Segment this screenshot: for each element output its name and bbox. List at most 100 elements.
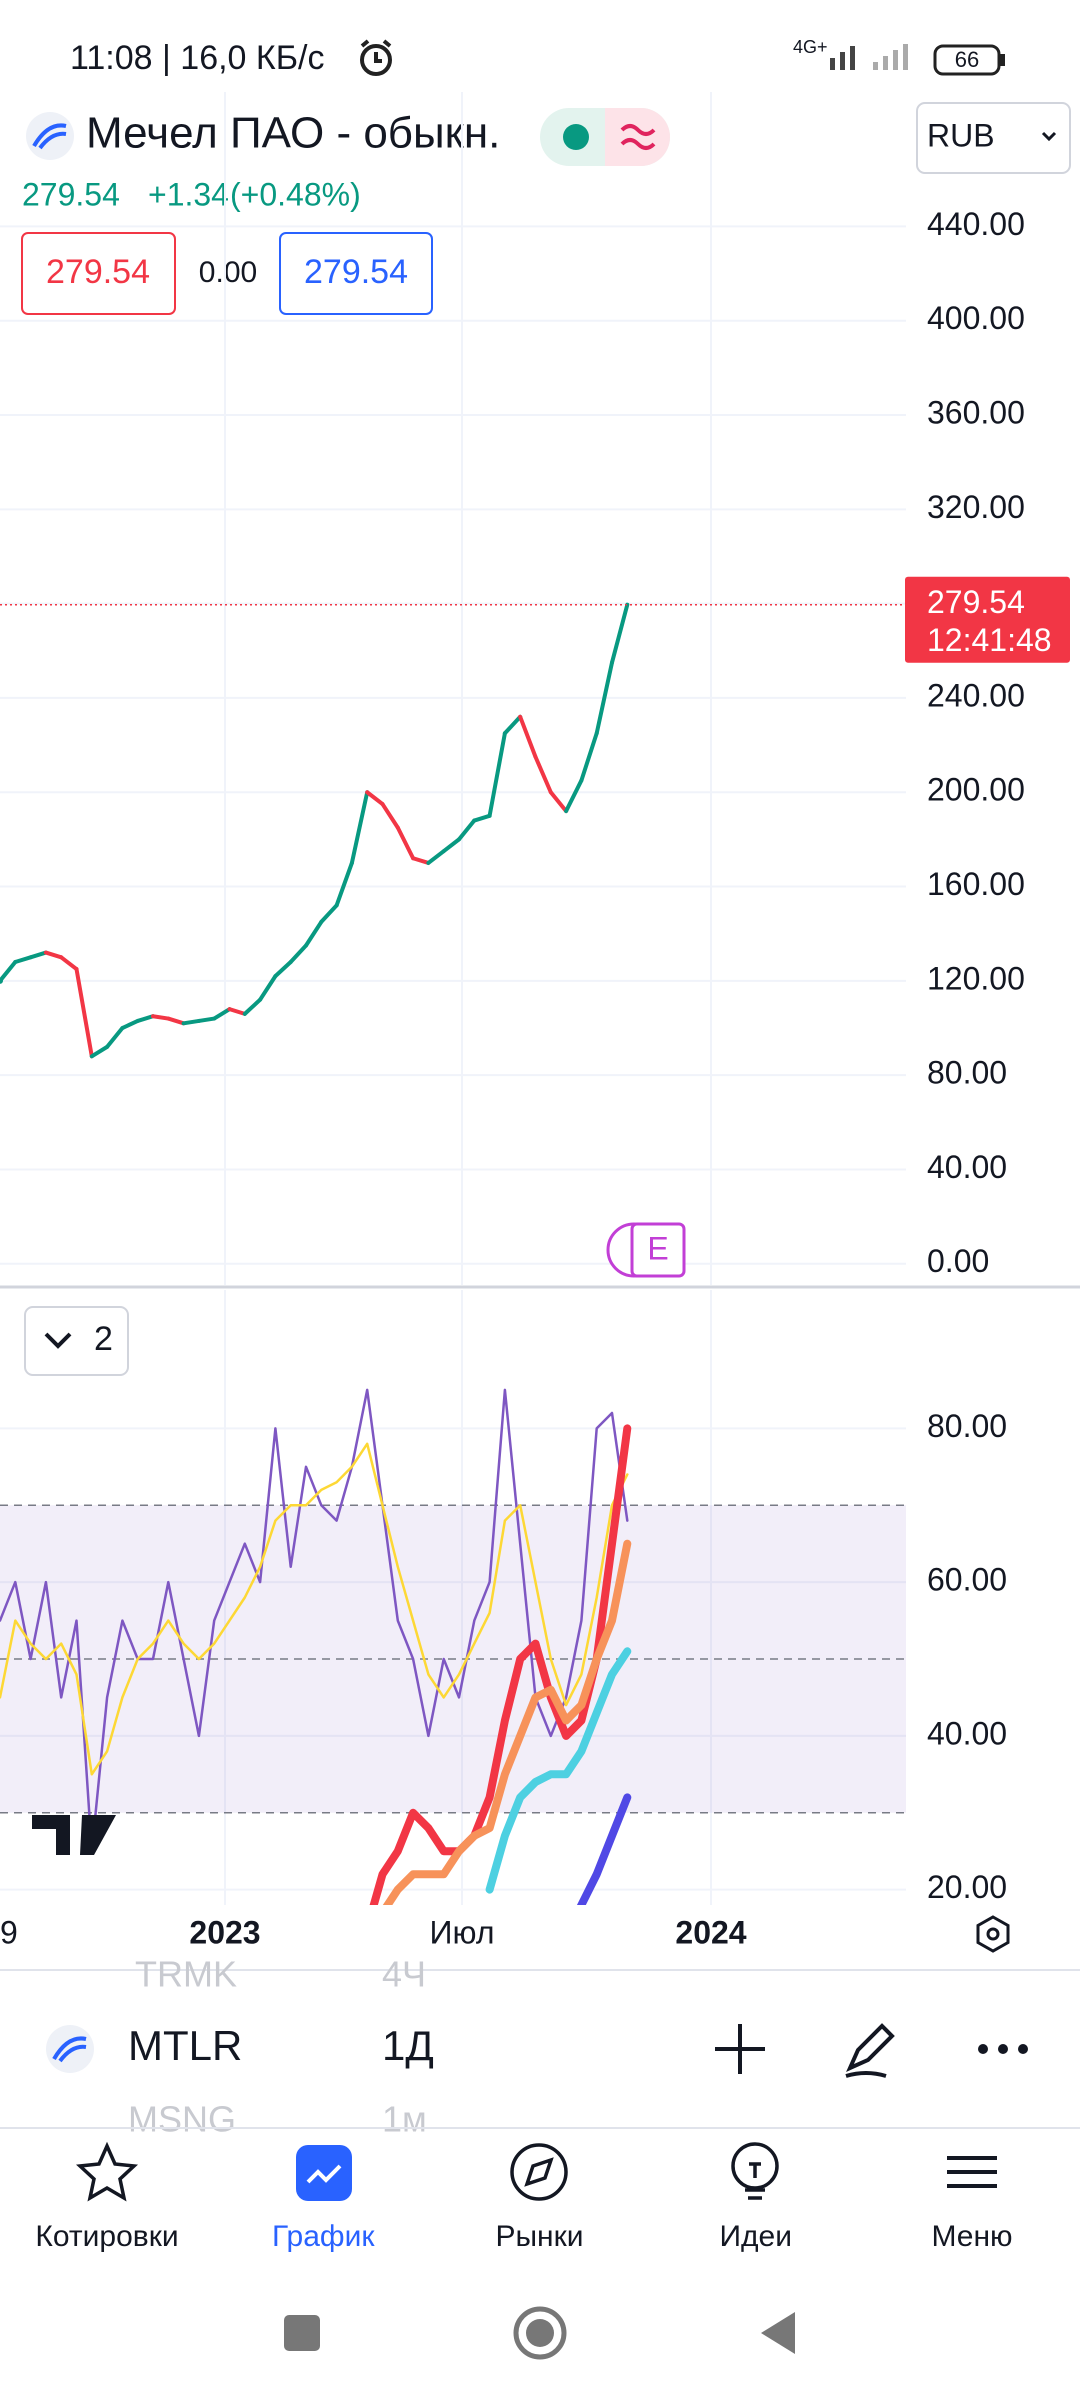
watchlist-icon[interactable] [75, 2141, 139, 2202]
nav-bar: Котировки График Рынки Идеи Меню [35, 2220, 1012, 2253]
y-tick-label: 40.00 [927, 1149, 1007, 1185]
last-price: 279.54 [22, 176, 120, 212]
chevron [44, 1332, 72, 1349]
rsi-series [0, 1388, 632, 1905]
delayed-icon [620, 124, 656, 150]
back-button[interactable] [761, 2312, 795, 2354]
price-segment [533, 754, 553, 795]
price-segment [43, 950, 64, 960]
settings-button[interactable] [976, 1915, 1010, 1953]
y-tick-label: 200.00 [927, 772, 1025, 808]
price-segment [304, 919, 324, 948]
y-tick-label: 20.00 [927, 1869, 1007, 1905]
status-time: 11:08 | 16,0 КБ/с [70, 39, 324, 77]
price-segment [28, 950, 48, 960]
price-segment [135, 1014, 155, 1023]
price-pane[interactable]: 0.0040.0080.00120.00160.00200.00240.0028… [0, 92, 1070, 1285]
price-segment [319, 903, 339, 924]
y-tick-label: 240.00 [927, 677, 1025, 713]
price-segment [594, 660, 614, 736]
rsi-line [485, 1647, 632, 1894]
price-segment [334, 860, 354, 908]
earnings-marker: E [647, 1230, 668, 1266]
price-segment [411, 856, 431, 865]
currency: RUB [927, 117, 995, 153]
market-open-dot [563, 124, 589, 150]
y-tick-label: 80.00 [927, 1408, 1007, 1444]
sell-button[interactable] [21, 232, 176, 315]
price-segment [288, 943, 308, 964]
nav-label[interactable]: Рынки [495, 2220, 583, 2253]
home-button[interactable] [513, 2306, 567, 2360]
nav-label[interactable]: График [272, 2220, 375, 2253]
buy-button[interactable] [279, 232, 433, 315]
nav-label[interactable]: Идеи [719, 2220, 792, 2253]
price-segment [579, 731, 599, 783]
symbol-logo-mark [32, 123, 67, 150]
rsi-line [576, 1793, 632, 1905]
nav-label[interactable]: Меню [931, 2220, 1012, 2253]
chart-icon-mark [306, 2164, 342, 2184]
price-segment [105, 1026, 125, 1049]
symbol-name[interactable]: Мечел ПАО - обыкн. [86, 109, 500, 158]
watermark-logo [32, 1815, 116, 1855]
ideas-icon[interactable] [731, 2142, 779, 2190]
time-label: 2024 [675, 1914, 746, 1950]
price-segment [548, 790, 569, 814]
price-segment [181, 1018, 201, 1026]
y-tick-label: 160.00 [927, 866, 1025, 902]
chart-icon[interactable] [296, 2145, 352, 2201]
y-tick-label: 60.00 [927, 1562, 1007, 1598]
interval-next: 1м [382, 2099, 427, 2140]
price-segment [13, 955, 33, 964]
y-tick-label: 120.00 [927, 960, 1025, 996]
earnings-badge[interactable] [630, 1222, 686, 1278]
price-segment [227, 1007, 247, 1016]
draw-button[interactable] [845, 2023, 895, 2078]
markets-icon[interactable] [510, 2143, 568, 2201]
network-type: 4G+ [793, 37, 828, 57]
y-tick-label: 80.00 [927, 1055, 1007, 1091]
price-segment [349, 790, 370, 865]
y-tick-label: 0.00 [927, 1243, 989, 1279]
symbol-prev: TRMK [135, 1954, 237, 1995]
price-segment [212, 1007, 232, 1021]
symbol[interactable]: MTLR [128, 2022, 242, 2069]
y-tick-label: 360.00 [927, 394, 1025, 430]
interval[interactable]: 1Д [382, 2022, 434, 2069]
rsi-pane[interactable]: 20.00 40.00 60.00 80.00 [0, 1290, 1007, 1967]
symbol-next: MSNG [128, 2099, 236, 2140]
rsi-line [382, 1539, 632, 1905]
price-segment [472, 813, 492, 823]
price-segment [273, 959, 293, 979]
pane-count: 2 [94, 1320, 113, 1358]
menu-icon[interactable] [947, 2156, 997, 2188]
battery [933, 44, 1001, 76]
ask-price: 279.54 [304, 253, 408, 291]
more-button[interactable] [978, 2044, 1028, 2054]
currency-select[interactable] [916, 102, 1071, 174]
price-segment [564, 778, 584, 814]
y-tick-label: 320.00 [927, 489, 1025, 525]
rsi-line [369, 1424, 632, 1905]
price-segment [74, 967, 94, 1059]
price-segment [89, 1044, 110, 1059]
price-segment [0, 959, 18, 983]
rsi-line [0, 1388, 629, 1853]
nav-label[interactable]: Котировки [35, 2220, 178, 2253]
price-segment [502, 714, 523, 736]
countdown: 12:41:48 [927, 622, 1052, 658]
time-label: Июл [430, 1914, 495, 1950]
bid-price: 279.54 [46, 253, 150, 291]
price-segment [518, 714, 538, 759]
alarm-icon [360, 39, 392, 76]
price-segment [395, 825, 416, 861]
pane-toggle[interactable] [24, 1306, 129, 1376]
battery-level: 66 [955, 47, 979, 72]
add-button[interactable] [715, 2024, 765, 2074]
current-price-badge [905, 576, 1070, 663]
rsi-line [0, 1442, 629, 1776]
recents-button[interactable] [284, 2315, 320, 2351]
price-segment [441, 837, 461, 854]
